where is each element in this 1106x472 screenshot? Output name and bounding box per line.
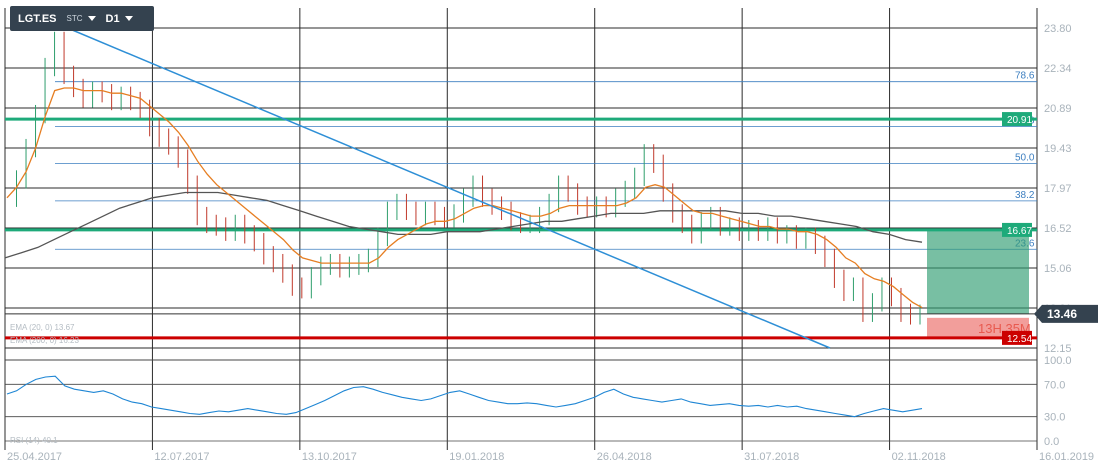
y-tick-label: 16.52 — [1044, 223, 1072, 235]
axis-labels: 25.04.2017 12.07.2017 13.10.2017 19.01.2018… — [7, 23, 1094, 463]
timeframe-value: D1 — [105, 12, 120, 25]
x-tick-label: 02.11.2018 — [892, 451, 946, 463]
current-price-badge-text: 13.46 — [1047, 307, 1077, 321]
ema-slow-line — [4, 191, 923, 259]
x-tick-label: 12.07.2017 — [154, 451, 209, 463]
ema-fast-line — [6, 87, 923, 309]
rsi-tick-label: 70.0 — [1044, 379, 1065, 391]
instrument-type-select[interactable]: STC — [67, 14, 96, 23]
resistance-badge-text: 20.91 — [1007, 115, 1032, 126]
price-series — [4, 31, 923, 325]
stop-badge: 12.54 — [1002, 330, 1032, 345]
y-tick-label: 23.80 — [1044, 23, 1072, 35]
price-badges: 20.91 16.67 12.54 13.46 — [1002, 112, 1098, 345]
y-tick-label: 19.43 — [1044, 143, 1072, 155]
indicator-legends: EMA (20, 0) 13.67 EMA (200, 0) 16.23 RSI (… — [10, 323, 79, 445]
x-tick-label: 31.07.2018 — [744, 451, 799, 463]
resistance-badge: 20.91 — [1002, 112, 1032, 127]
rsi-panel — [5, 359, 1037, 442]
rsi-tick-label: 30.0 — [1044, 412, 1065, 424]
take-profit-zone — [927, 229, 1029, 314]
downtrend-line — [57, 23, 831, 349]
x-tick-label: 25.04.2017 — [7, 451, 62, 463]
support-badge: 16.67 — [1002, 222, 1032, 237]
chevron-down-icon — [124, 16, 133, 21]
fib-label: 38.2 — [1015, 190, 1035, 201]
support-badge-text: 16.67 — [1007, 226, 1032, 237]
y-tick-label: 17.97 — [1044, 183, 1072, 195]
fib-label: 78.6 — [1015, 71, 1035, 82]
x-tick-label: 16.01.2019 — [1039, 451, 1094, 463]
fibonacci-levels: 78.661.850.038.223.6 — [55, 71, 1037, 250]
current-price-badge: 13.46 — [1034, 304, 1098, 323]
current-price-badge-bg — [1034, 304, 1098, 323]
x-tick-label: 26.04.2018 — [597, 451, 652, 463]
ema-fast-legend: EMA (20, 0) 13.67 — [10, 323, 75, 332]
stop-badge-text: 12.54 — [1007, 334, 1032, 345]
y-tick-label: 22.34 — [1044, 63, 1072, 75]
y-tick-label: 15.06 — [1044, 263, 1072, 275]
y-tick-label: 20.89 — [1044, 103, 1072, 115]
chevron-down-icon — [87, 16, 96, 21]
resistance-badge-bg — [1002, 112, 1032, 127]
rsi-tick-label: 100.0 — [1044, 355, 1072, 367]
symbol-label: LGT.ES — [18, 12, 57, 25]
stop-badge-bg — [1002, 330, 1032, 345]
instrument-type-value: STC — [66, 14, 83, 23]
ema-slow-legend: EMA (200, 0) 16.23 — [10, 336, 79, 345]
trade-zones: 13H 35M — [927, 229, 1031, 338]
fib-label: 50.0 — [1015, 153, 1035, 164]
timeframe-select[interactable]: D1 — [106, 13, 133, 25]
rsi-legend: RSI (14) 40.1 — [10, 436, 58, 445]
trendline[interactable] — [57, 23, 831, 349]
support-badge-bg — [1002, 222, 1032, 237]
rsi-line — [6, 375, 923, 418]
x-tick-label: 13.10.2017 — [302, 451, 357, 463]
x-tick-label: 19.01.2018 — [449, 451, 504, 463]
chart-toolbar: LGT.ES STC D1 — [10, 6, 154, 31]
y-tick-label: 12.15 — [1044, 343, 1072, 355]
rsi-tick-label: 0.0 — [1044, 436, 1059, 448]
